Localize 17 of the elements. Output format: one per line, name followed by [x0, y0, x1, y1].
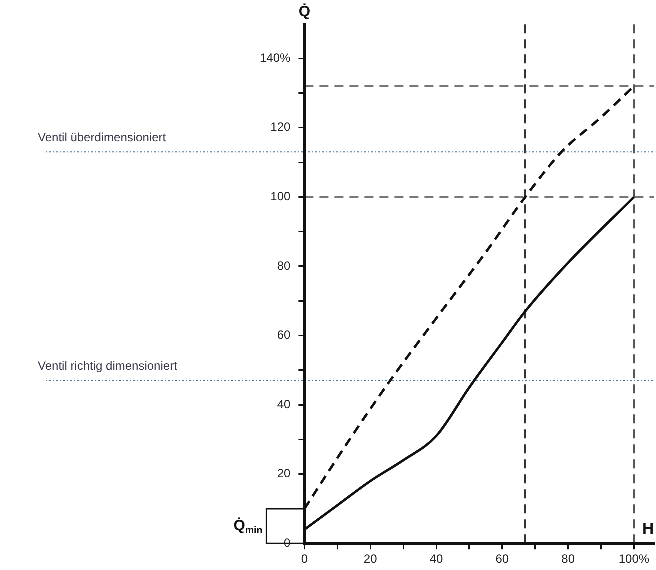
y-tick-label: 60	[277, 328, 292, 342]
y-tick-label: 80	[277, 258, 292, 273]
y-axis-title: Q̇	[298, 4, 311, 21]
x-tick-label: 0	[301, 552, 308, 566]
y-tick-label: 100	[270, 190, 292, 204]
y-tick-label: 20	[277, 466, 292, 481]
x-tick-label: 60	[496, 552, 510, 566]
ref-line-label: Ventil überdimensioniert	[38, 130, 167, 144]
x-tick-label: 40	[430, 552, 444, 566]
y-tick-label: 120	[270, 120, 292, 134]
ref-line-label: Ventil richtig dimensioniert	[38, 359, 178, 374]
x-tick-label: 20	[364, 552, 378, 566]
x-tick-label: 100%	[618, 552, 650, 566]
y-tick-label: 140%	[260, 50, 292, 65]
x-tick-label: 80	[562, 552, 576, 566]
x-axis-title: H	[642, 521, 654, 538]
y-tick-label: 40	[277, 397, 292, 412]
